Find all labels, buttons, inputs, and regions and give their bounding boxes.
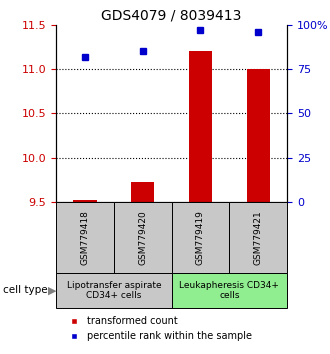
Title: GDS4079 / 8039413: GDS4079 / 8039413: [101, 8, 242, 22]
Bar: [114, 202, 172, 273]
Bar: [247, 69, 270, 202]
Text: GSM779418: GSM779418: [81, 210, 89, 265]
Legend: transformed count, percentile rank within the sample: transformed count, percentile rank withi…: [64, 316, 251, 341]
Bar: [131, 182, 154, 202]
Bar: [172, 273, 287, 308]
Text: Lipotransfer aspirate
CD34+ cells: Lipotransfer aspirate CD34+ cells: [67, 281, 161, 300]
Text: ▶: ▶: [48, 285, 56, 295]
Bar: [56, 273, 172, 308]
Bar: [229, 202, 287, 273]
Bar: [74, 200, 97, 202]
Text: GSM779420: GSM779420: [138, 210, 147, 264]
Text: Leukapheresis CD34+
cells: Leukapheresis CD34+ cells: [180, 281, 279, 300]
Text: GSM779419: GSM779419: [196, 210, 205, 265]
Bar: [172, 202, 229, 273]
Bar: [189, 51, 212, 202]
Bar: [56, 202, 114, 273]
Text: GSM779421: GSM779421: [254, 210, 263, 264]
Text: cell type: cell type: [3, 285, 48, 295]
